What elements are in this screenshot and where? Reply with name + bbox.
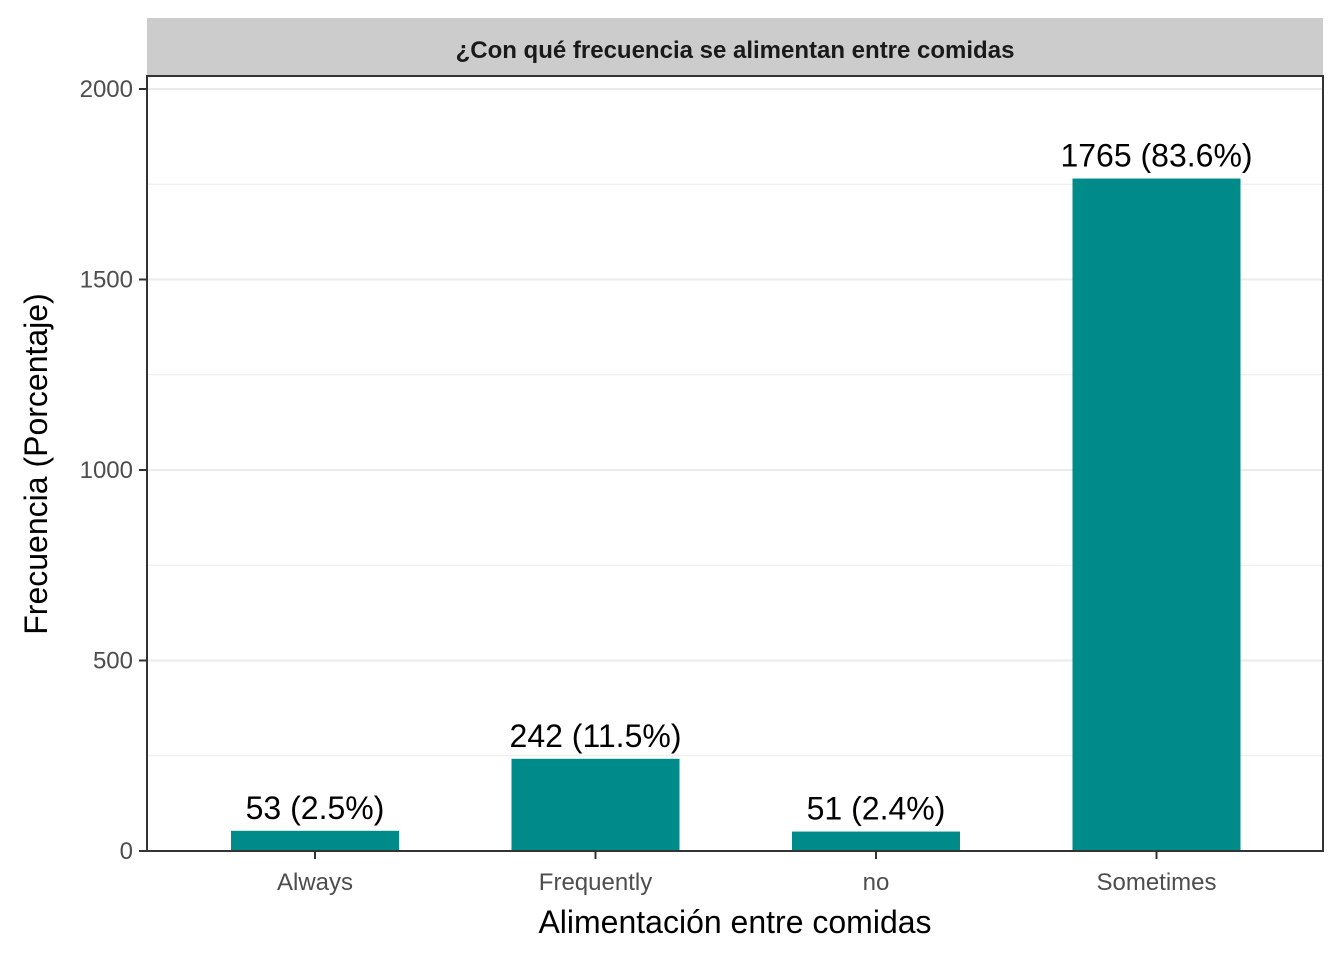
x-tick-label: Sometimes bbox=[1096, 869, 1216, 896]
y-axis: 0 500 1000 1500 2000 bbox=[80, 76, 147, 865]
bar-layer bbox=[231, 178, 1241, 851]
bar-value-label: 51 (2.4%) bbox=[807, 791, 946, 827]
y-tick-label: 1500 bbox=[80, 267, 133, 294]
y-tick-label: 1000 bbox=[80, 457, 133, 484]
x-tick-label: Frequently bbox=[539, 869, 652, 896]
y-tick-label: 0 bbox=[120, 838, 133, 865]
y-tick-label: 500 bbox=[93, 648, 133, 675]
bar-always bbox=[231, 830, 399, 851]
x-axis: Always Frequently no Sometimes bbox=[277, 851, 1217, 896]
x-tick-label: Always bbox=[277, 869, 353, 896]
bar-no bbox=[792, 831, 960, 851]
x-tick-label: no bbox=[863, 869, 890, 896]
x-axis-title: Alimentación entre comidas bbox=[538, 904, 931, 940]
bar-value-label: 53 (2.5%) bbox=[246, 790, 385, 826]
y-tick-label: 2000 bbox=[80, 76, 133, 103]
bar-value-label: 1765 (83.6%) bbox=[1060, 138, 1252, 174]
panel-border bbox=[146, 75, 1324, 852]
facet-strip bbox=[147, 18, 1323, 76]
y-axis-title: Frecuencia (Porcentaje) bbox=[18, 293, 54, 634]
bar-sometimes bbox=[1072, 178, 1241, 851]
bar-frequently bbox=[511, 758, 680, 851]
bar-label-layer: 53 (2.5%) 242 (11.5%) 51 (2.4%) 1765 (83.6%… bbox=[246, 138, 1253, 827]
bar-value-label: 242 (11.5%) bbox=[510, 718, 682, 754]
chart-title: ¿Con qué frecuencia se alimentan entre c… bbox=[456, 37, 1015, 64]
